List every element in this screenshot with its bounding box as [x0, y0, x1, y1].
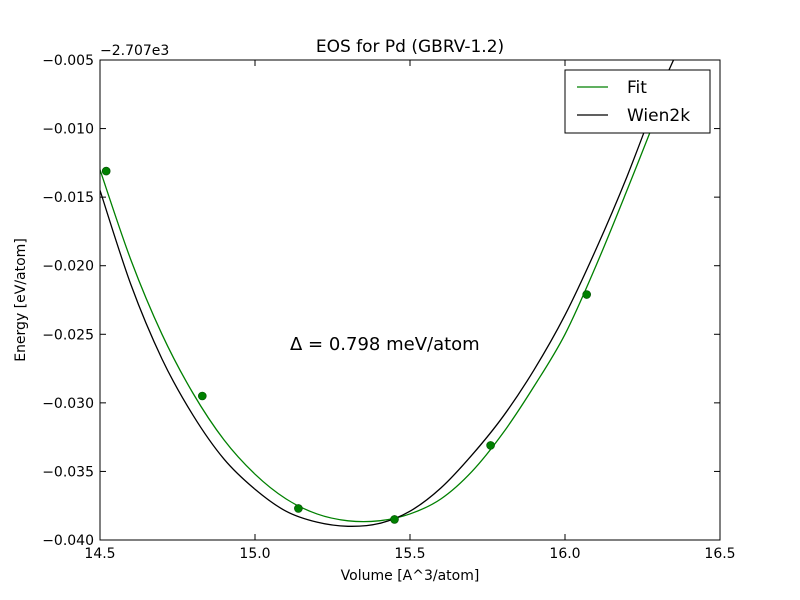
- data-point: [101, 166, 111, 176]
- y-axis-label: Energy [eV/atom]: [13, 238, 29, 362]
- y-tick-label: −0.030: [42, 396, 94, 412]
- plot-area: [100, 60, 675, 527]
- data-point: [390, 515, 399, 524]
- y-tick-label: −0.035: [42, 464, 94, 480]
- x-tick-label: 15.0: [239, 546, 270, 562]
- y-tick-label: −0.025: [42, 327, 94, 343]
- y-tick-label: −0.015: [42, 190, 94, 206]
- x-tick-label: 16.5: [704, 546, 735, 562]
- legend-label-wien2k: Wien2k: [627, 106, 690, 126]
- legend: Fit Wien2k: [564, 69, 711, 134]
- y-tick-label: −0.005: [42, 53, 94, 69]
- data-point: [198, 391, 207, 401]
- x-axis-label: Volume [A^3/atom]: [341, 568, 480, 584]
- data-point: [582, 290, 592, 299]
- y-offset-label: −2.707e3: [100, 43, 169, 59]
- data-point: [486, 441, 495, 450]
- data-point: [294, 504, 303, 513]
- delta-annotation: Δ = 0.798 meV/atom: [290, 334, 480, 355]
- y-tick-label: −0.040: [42, 533, 94, 549]
- y-tick-label: −0.010: [42, 122, 94, 138]
- x-tick-label: 16.0: [549, 546, 580, 562]
- x-tick-label: 14.5: [84, 546, 115, 562]
- legend-label-fit: Fit: [627, 78, 647, 98]
- chart-title: EOS for Pd (GBRV-1.2): [316, 37, 504, 57]
- x-tick-label: 15.5: [394, 546, 425, 562]
- legend-box: [564, 69, 711, 134]
- axes: 14.5 15.0 15.5 16.0 16.5 −0.040 −0.035 −0.030 −0…: [42, 53, 735, 562]
- y-tick-label: −0.020: [42, 259, 94, 275]
